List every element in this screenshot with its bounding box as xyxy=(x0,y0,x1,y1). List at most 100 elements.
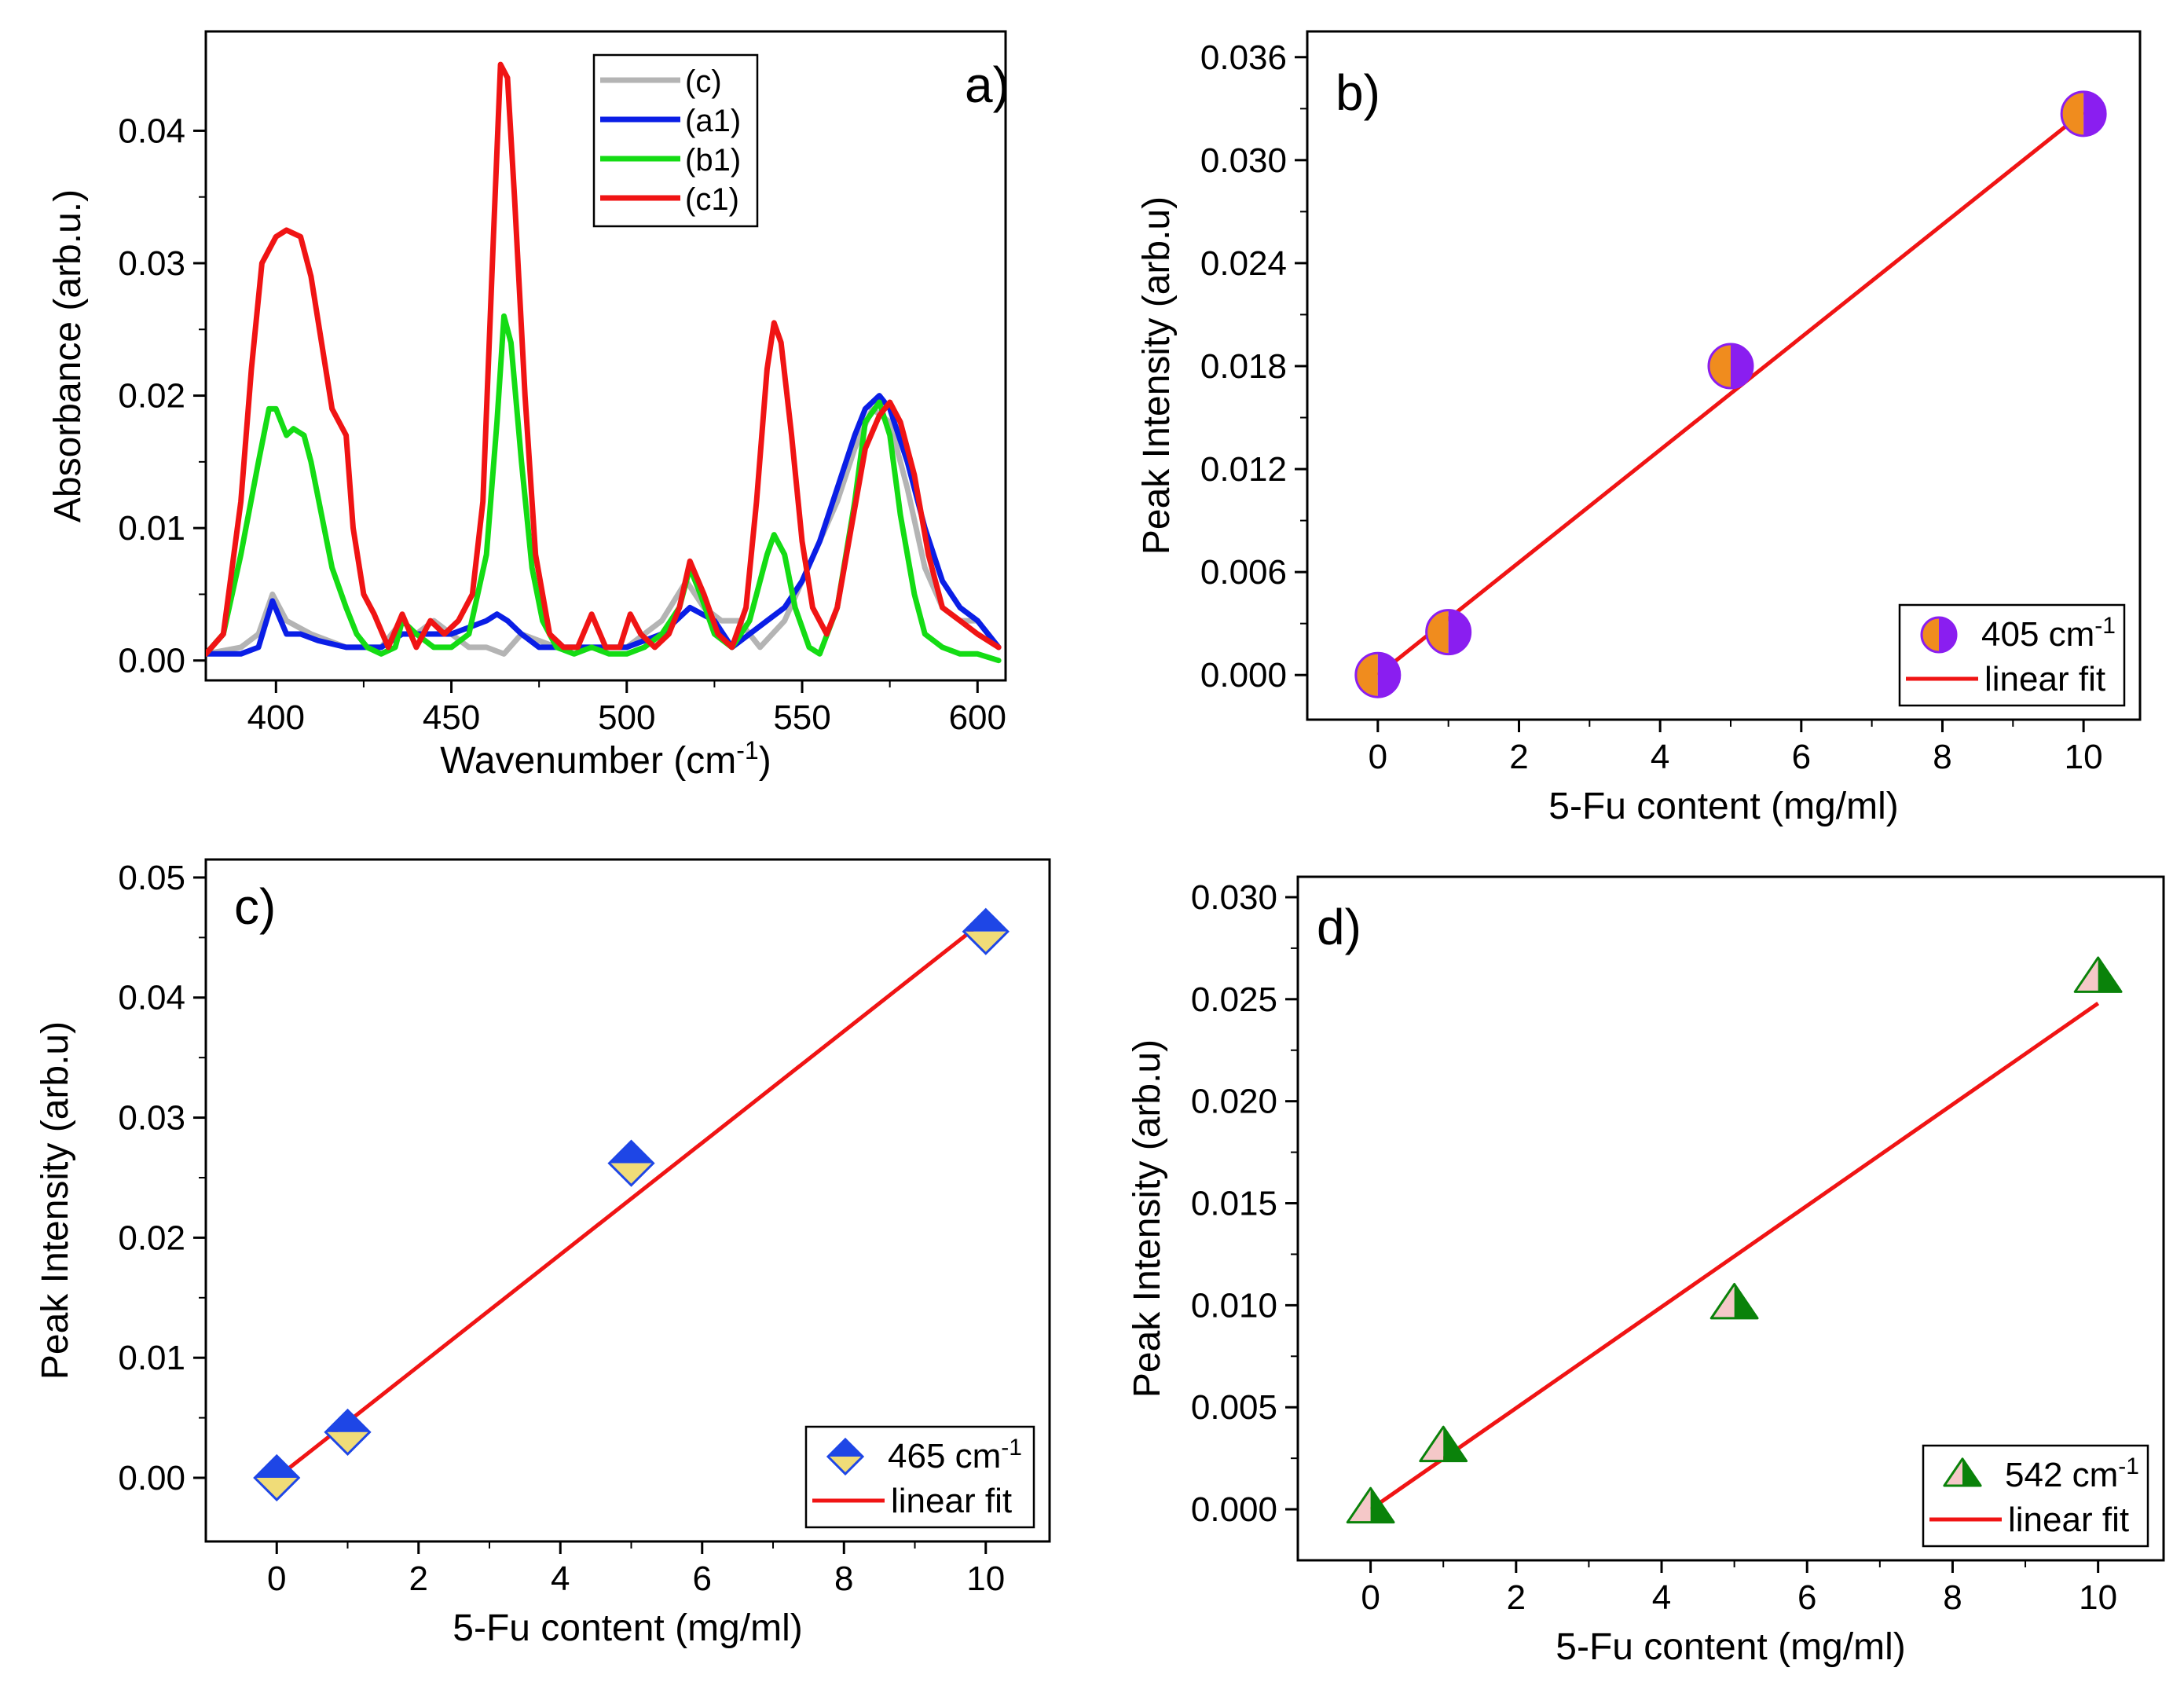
data-point xyxy=(1709,1282,1759,1320)
x-tick-label: 0 xyxy=(267,1560,286,1598)
y-tick-label: 0.018 xyxy=(1200,347,1287,386)
marker-outline xyxy=(826,1437,865,1476)
data-point xyxy=(2060,90,2107,137)
x-tick-label: 8 xyxy=(1933,738,1951,776)
legend-label-series: 465 cm-1 xyxy=(888,1435,1022,1476)
marker-half-right xyxy=(1377,653,1400,698)
y-tick-label: 0.030 xyxy=(1200,141,1287,180)
data-point xyxy=(1920,616,1958,654)
x-axis-title: Wavenumber (cm-1) xyxy=(440,736,771,782)
legend-label-fit: linear fit xyxy=(2008,1501,2129,1539)
data-group xyxy=(275,918,988,1479)
marker-half-top xyxy=(828,1439,863,1457)
marker-outline xyxy=(1920,616,1958,654)
marker-outline xyxy=(324,1408,372,1457)
x-tick-label: 6 xyxy=(1792,738,1811,776)
y-axis-title: Peak Intensity (arb.u) xyxy=(1127,1039,1168,1398)
marker-outline xyxy=(962,907,1010,955)
legend-label: (c1) xyxy=(685,182,739,217)
markers xyxy=(1354,90,2107,698)
x-tick-label: 10 xyxy=(966,1560,1005,1598)
marker-outline xyxy=(2073,956,2123,993)
x-tick-label: 4 xyxy=(1652,1578,1671,1617)
legend-label-series: 542 cm-1 xyxy=(2005,1453,2139,1495)
legend-label-main: 542 cm xyxy=(2005,1456,2118,1494)
x-tick-label: 0 xyxy=(1361,1578,1380,1617)
marker-half-left xyxy=(1355,653,1378,698)
x-tick-label: 10 xyxy=(2079,1578,2117,1617)
y-tick-label: 0.025 xyxy=(1191,980,1277,1019)
legend-label-main: 465 cm xyxy=(888,1437,1001,1475)
y-tick-label: 0.030 xyxy=(1191,878,1277,917)
marker-outline xyxy=(1346,1486,1395,1524)
y-tick-label: 0.04 xyxy=(118,112,185,150)
y-tick-label: 0.02 xyxy=(118,377,185,416)
legend-label-sup: -1 xyxy=(2118,1453,2139,1479)
marker-half-right xyxy=(1730,343,1753,388)
panel-label: c) xyxy=(234,878,276,935)
legend-label: (a1) xyxy=(685,104,741,138)
y-tick-label: 0.020 xyxy=(1191,1083,1277,1121)
y-tick-label: 0.00 xyxy=(118,642,185,680)
data-point xyxy=(324,1408,372,1457)
y-tick-label: 0.006 xyxy=(1200,553,1287,592)
y-tick-label: 0.005 xyxy=(1191,1388,1277,1427)
marker-half-left xyxy=(1922,618,1939,652)
marker-outline xyxy=(253,1453,301,1502)
data-point xyxy=(962,907,1010,955)
x-axis-title-main: Wavenumber (cm xyxy=(440,740,736,782)
y-tick-label: 0.012 xyxy=(1200,450,1287,489)
data-point xyxy=(1707,343,1754,390)
panel-label: d) xyxy=(1317,899,1361,955)
x-tick-label: 0 xyxy=(1369,738,1387,776)
x-axis-title: 5-Fu content (mg/ml) xyxy=(1548,786,1898,827)
y-tick-label: 0.000 xyxy=(1200,656,1287,695)
x-tick-label: 550 xyxy=(773,698,830,737)
x-tick-label: 6 xyxy=(1797,1578,1816,1617)
legend-label-series: 405 cm-1 xyxy=(1981,613,2116,654)
panel-label: a) xyxy=(965,57,1010,113)
marker-half-top xyxy=(963,909,1008,932)
x-tick-label: 400 xyxy=(247,698,305,737)
marker-half-top xyxy=(609,1141,654,1164)
markers xyxy=(1346,956,2123,1524)
legend: (c) (a1) (b1) (c1) xyxy=(592,53,759,228)
data-point xyxy=(607,1139,655,1187)
x-axis-title-sup: -1 xyxy=(736,736,758,764)
chart-panel-c: 0 2 4 6 8 10 0.00 0.01 0.02 0.03 0.04 0.05 5-Fu cont… xyxy=(35,858,1051,1649)
y-tick-label: 0.015 xyxy=(1191,1185,1277,1223)
x-tick-label: 500 xyxy=(598,698,655,737)
y-axis-title: Peak Intensity (arb.u) xyxy=(35,1021,76,1380)
data-point xyxy=(1419,1425,1468,1463)
chart-panel-a: 400 450 500 550 600 0.00 0.01 0.02 0.03 0.04 Waven… xyxy=(47,30,1010,782)
marker-half-top xyxy=(325,1409,370,1432)
y-tick-label: 0.02 xyxy=(118,1219,185,1257)
marker-outline xyxy=(1419,1425,1468,1463)
y-tick-label: 0.05 xyxy=(118,859,185,897)
legend-label-main: 405 cm xyxy=(1981,615,2094,654)
x-tick-label: 2 xyxy=(409,1560,428,1598)
x-axis-title: 5-Fu content (mg/ml) xyxy=(1556,1626,1905,1668)
y-tick-label: 0.03 xyxy=(118,244,185,283)
marker-half-right xyxy=(2083,91,2106,136)
y-tick-label: 0.010 xyxy=(1191,1286,1277,1325)
data-point xyxy=(253,1453,301,1502)
marker-outline xyxy=(1707,343,1754,390)
chart-panel-d: 0 2 4 6 8 10 0.000 0.005 0.010 0.015 0.020 0.025 0.0… xyxy=(1127,875,2165,1668)
marker-outline xyxy=(1709,1282,1759,1320)
marker-outline xyxy=(1354,651,1402,698)
marker-outline xyxy=(2060,90,2107,137)
legend-label: (b1) xyxy=(685,143,741,178)
legend-label: (c) xyxy=(685,64,722,99)
y-tick-label: 0.024 xyxy=(1200,244,1287,283)
x-tick-label: 450 xyxy=(423,698,480,737)
x-tick-label: 8 xyxy=(834,1560,853,1598)
linear-fit-line xyxy=(275,918,988,1479)
marker-half-left xyxy=(1708,343,1731,388)
x-tick-label: 2 xyxy=(1507,1578,1526,1617)
marker-half-bottom xyxy=(963,931,1008,954)
data-point xyxy=(826,1437,865,1476)
x-tick-label: 6 xyxy=(693,1560,712,1598)
marker-outline xyxy=(1943,1457,1982,1487)
